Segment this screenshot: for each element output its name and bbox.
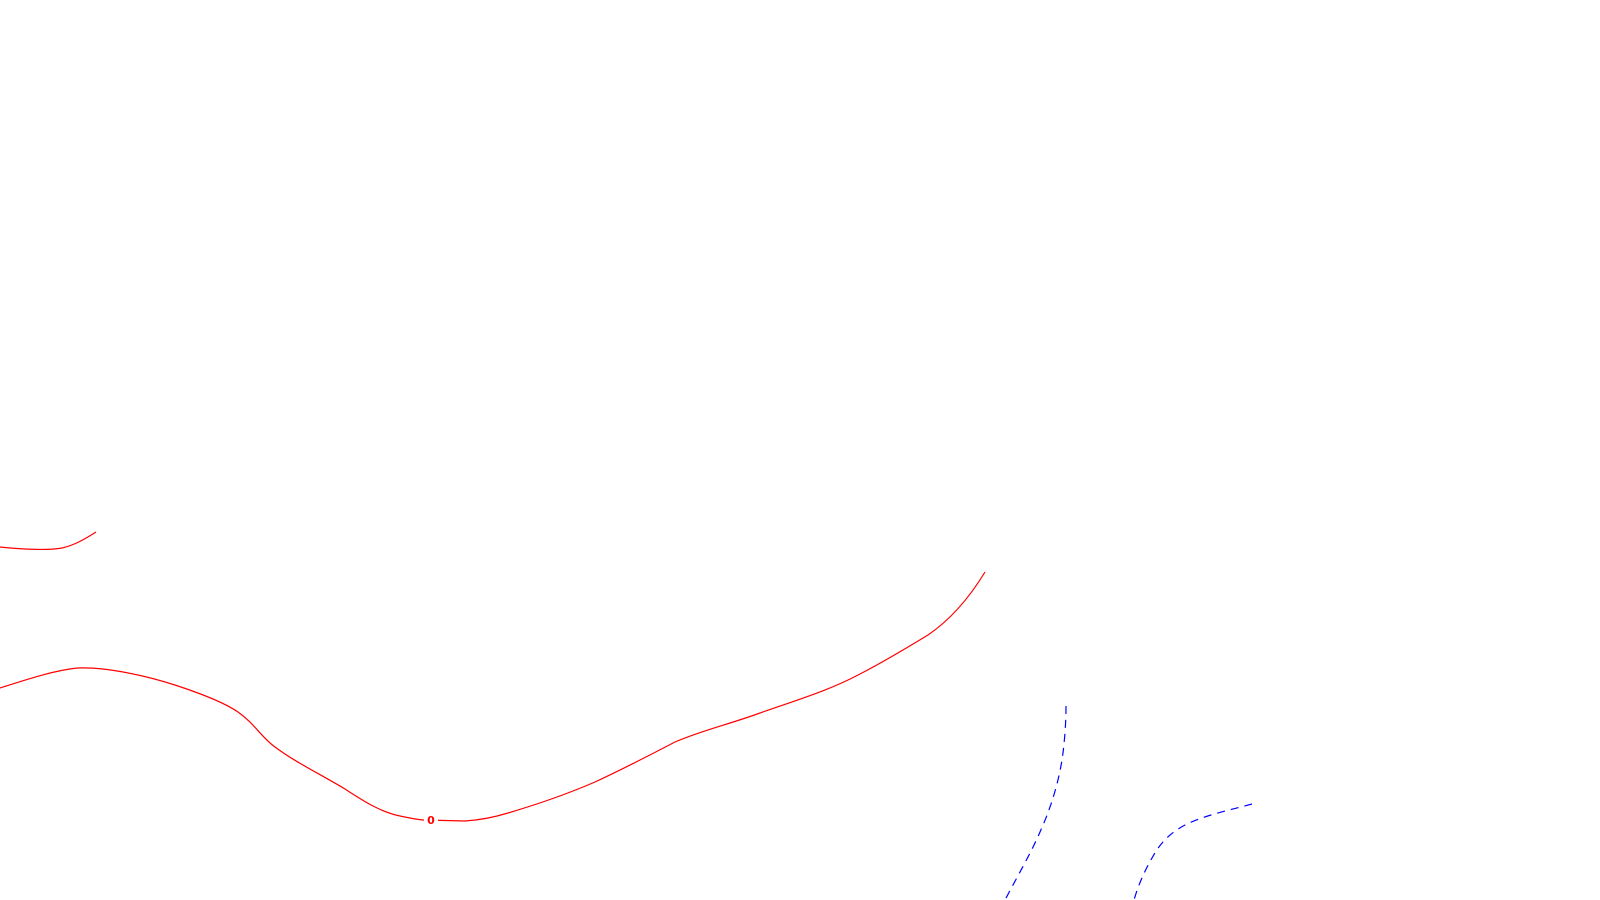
contour-label: 0 <box>427 814 435 827</box>
zero-contour-left-fragment <box>0 531 97 551</box>
negative-contour-right <box>1133 803 1253 900</box>
zero-contour-main <box>0 571 986 822</box>
contour-label-gap <box>424 813 438 827</box>
negative-contour-left <box>1004 705 1067 900</box>
